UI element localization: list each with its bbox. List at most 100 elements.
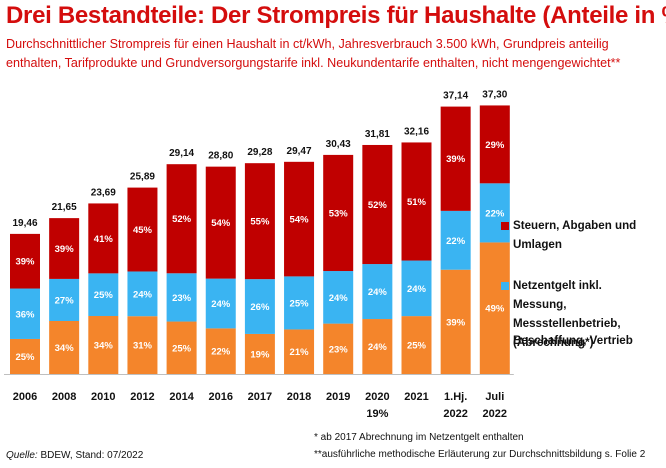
segment-percent-label: 31% <box>133 341 153 352</box>
legend-netzentgelt-swatch <box>501 282 509 290</box>
segment-percent-label: 24% <box>329 293 349 304</box>
bar-segment-netzentgelt <box>205 278 236 329</box>
bar-segment-netzentgelt <box>284 276 315 330</box>
segment-percent-label: 22% <box>485 208 505 219</box>
chart-subtitle: Durchschnittlicher Strompreis für einen … <box>6 37 621 70</box>
segment-percent-label: 29% <box>485 140 505 151</box>
bar-segment-steuern <box>10 233 40 289</box>
segment-percent-label: 25% <box>290 298 310 309</box>
legend-steuern: Steuern, Abgaben und Umlagen <box>501 216 653 254</box>
segment-percent-label: 54% <box>290 215 310 226</box>
stacked-bar-chart: 25% 36% 39% 19,46 2006 34% 27% 39% 21,65 2008 34% 2… <box>4 89 514 420</box>
bar-total-label: 21,65 <box>52 202 77 213</box>
segment-percent-label: 23% <box>172 293 192 304</box>
bar-segment-beschaffung <box>127 316 158 374</box>
bar-total-label: 28,80 <box>208 151 233 162</box>
segment-percent-label: 39% <box>446 154 466 165</box>
segment-percent-label: 23% <box>329 344 349 355</box>
x-tick-label: 2018 <box>287 391 311 403</box>
segment-percent-label: 24% <box>407 284 427 295</box>
bar-total-label: 19,46 <box>12 218 37 229</box>
bar-segment-beschaffung <box>49 321 80 374</box>
x-tick-label: 2017 <box>248 391 272 403</box>
footnote-methodik: **ausführliche methodische Erläuterung z… <box>314 449 646 460</box>
segment-percent-label: 21% <box>290 347 310 358</box>
bar-total-label: 23,69 <box>91 187 116 198</box>
legend-beschaffung-label: Beschaffung, Vertrieb <box>513 334 633 347</box>
bar-segment-netzentgelt <box>127 271 158 317</box>
segment-percent-label: 34% <box>55 343 75 354</box>
segment-percent-label: 25% <box>15 352 35 363</box>
x-tick-label: 2016 <box>209 391 233 403</box>
x-tick-label: 2014 <box>169 391 194 403</box>
segment-percent-label: 49% <box>485 304 505 315</box>
x-tick-label: 2012 <box>130 391 154 403</box>
bar-total-label: 29,14 <box>169 148 194 159</box>
bar-segment-beschaffung <box>166 321 197 374</box>
bar-segment-beschaffung <box>479 242 510 374</box>
bar-total-label: 25,89 <box>130 172 155 183</box>
segment-percent-label: 55% <box>250 217 270 228</box>
bar-segment-netzentgelt <box>479 183 510 243</box>
x-tick-label: 2020 <box>365 391 389 403</box>
segment-percent-label: 45% <box>133 225 153 236</box>
x-tick-label: 2022 <box>483 408 507 420</box>
segment-percent-label: 24% <box>368 287 388 298</box>
source-label: Quelle: <box>6 450 38 461</box>
bar-segment-netzentgelt <box>49 278 80 322</box>
bar-segment-steuern <box>440 106 471 211</box>
bar-segment-steuern <box>205 166 236 279</box>
chart-title: Drei Bestandteile: Der Strompreis für Ha… <box>6 2 666 29</box>
bar-segment-steuern <box>479 105 510 184</box>
footnote-abrechnung: * ab 2017 Abrechnung im Netzentgelt enth… <box>314 432 524 443</box>
bar-segment-steuern <box>49 218 80 279</box>
legend-steuern-label: Steuern, Abgaben und Umlagen <box>513 219 637 251</box>
x-tick-label: 2008 <box>52 391 76 403</box>
segment-percent-label: 51% <box>407 197 427 208</box>
x-tick-label: 2021 <box>404 391 428 403</box>
bar-total-label: 37,30 <box>482 89 507 100</box>
bar-segment-netzentgelt <box>244 279 275 334</box>
segment-percent-label: 54% <box>211 218 231 229</box>
bar-segment-steuern <box>88 203 119 274</box>
x-tick-label: 2022 <box>443 408 467 420</box>
segment-percent-label: 52% <box>172 214 192 225</box>
x-tick-label: 1.Hj. <box>444 391 467 403</box>
bar-segment-netzentgelt <box>166 273 197 322</box>
bar-segment-steuern <box>127 187 158 272</box>
segment-percent-label: 52% <box>368 200 388 211</box>
bar-total-label: 31,81 <box>365 129 390 140</box>
bar-total-label: 29,47 <box>287 146 312 157</box>
segment-percent-label: 25% <box>407 341 427 352</box>
bar-segment-beschaffung <box>88 316 119 374</box>
segment-percent-label: 39% <box>15 257 35 268</box>
bar-segment-netzentgelt <box>362 264 393 320</box>
bar-segment-netzentgelt <box>88 273 119 317</box>
legend-netzentgelt: Netzentgelt inkl. Messung, Messstellenbe… <box>501 276 653 352</box>
bar-total-label: 30,43 <box>326 139 351 150</box>
bar-total-label: 32,16 <box>404 126 429 137</box>
segment-percent-label: 24% <box>133 289 153 300</box>
segment-percent-label: 34% <box>94 341 114 352</box>
segment-percent-label: 39% <box>55 244 75 255</box>
segment-percent-label: 26% <box>250 302 270 313</box>
bar-segment-steuern <box>284 161 315 277</box>
segment-percent-label: 27% <box>55 295 75 306</box>
x-tick-label: Juli <box>485 391 504 403</box>
segment-percent-label: 25% <box>172 343 192 354</box>
segment-percent-label: 22% <box>211 347 231 358</box>
bar-segment-netzentgelt <box>401 260 432 317</box>
bar-segment-netzentgelt <box>440 210 471 270</box>
bar-segment-beschaffung <box>205 328 236 374</box>
legend-beschaffung-swatch <box>501 337 509 345</box>
bar-segment-netzentgelt <box>10 288 40 339</box>
bar-segment-beschaffung <box>323 323 354 374</box>
legend-steuern-swatch <box>501 222 509 230</box>
bar-segment-steuern <box>362 144 393 265</box>
segment-percent-label: 36% <box>15 309 35 320</box>
bar-total-label: 29,28 <box>247 147 272 158</box>
segment-percent-label: 24% <box>368 342 388 353</box>
segment-percent-label: 25% <box>94 290 114 301</box>
bar-segment-beschaffung <box>401 316 432 374</box>
source-note: Quelle: BDEW, Stand: 07/2022 <box>6 450 143 461</box>
